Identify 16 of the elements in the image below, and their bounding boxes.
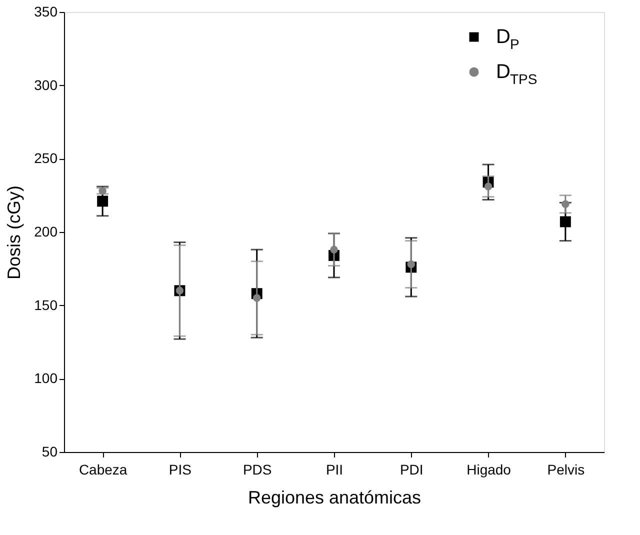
y-tick-label: 300 [34,76,58,93]
x-tick-label: PDI [400,462,424,478]
y-axis-title: Dosis (cGy) [4,186,24,280]
x-axis-title: Regiones anatómicas [248,488,422,508]
x-tick-label: Higado [466,462,512,478]
y-tick-label: 200 [34,224,58,240]
y-tick-label: 150 [34,296,58,313]
y-tick-label: 100 [34,370,58,386]
x-tick-label: Pelvis [547,462,585,478]
y-tick-label: 50 [42,444,58,460]
x-tick-label: PDS [242,462,272,478]
x-tick-label: PII [326,462,344,478]
y-tick-label: 250 [34,150,58,166]
x-tick-label: Cabeza [78,462,128,478]
y-tick-label: 350 [34,4,58,20]
x-tick-label: PIS [168,462,192,478]
